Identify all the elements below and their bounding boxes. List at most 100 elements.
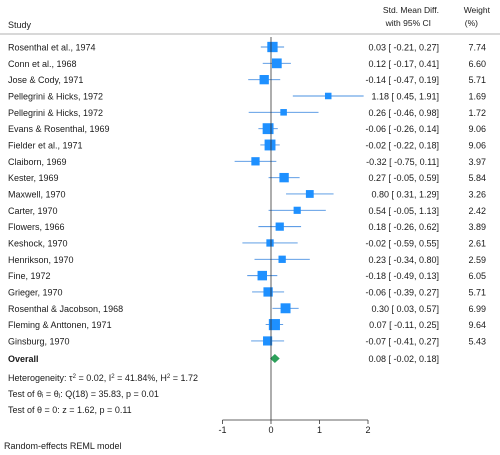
- effect-header-line2: with 95% CI: [385, 18, 431, 28]
- weight-value: 6.99: [468, 304, 486, 314]
- ci-text: 0.27 [ -0.05, 0.59]: [368, 173, 439, 183]
- ci-text: -0.14 [ -0.47, 0.19]: [365, 75, 439, 85]
- i2-value: = 41.84%, H: [115, 373, 167, 383]
- x-tick-label: -1: [218, 425, 226, 435]
- ci-text: 0.26 [ -0.46, 0.98]: [368, 108, 439, 118]
- weight-value: 9.06: [468, 124, 486, 134]
- effect-marker: [280, 303, 291, 314]
- ci-text: -0.18 [ -0.49, 0.13]: [365, 271, 439, 281]
- ci-text: 0.30 [ 0.03, 0.57]: [371, 304, 439, 314]
- ci-text: -0.06 [ -0.26, 0.14]: [365, 124, 439, 134]
- weight-value: 5.43: [468, 336, 486, 346]
- ci-text: -0.02 [ -0.22, 0.18]: [365, 140, 439, 150]
- study-name: Claiborn, 1969: [8, 157, 67, 167]
- study-name: Evans & Rosenthal, 1969: [8, 124, 110, 134]
- weight-value: 3.89: [468, 222, 486, 232]
- weight-value: 7.74: [468, 43, 486, 53]
- weight-value: 2.59: [468, 255, 486, 265]
- study-name: Kester, 1969: [8, 173, 59, 183]
- study-row: Ginsburg, 1970 -0.07 [ -0.41, 0.27] 5.43: [8, 336, 486, 346]
- study-name: Fielder et al., 1971: [8, 140, 83, 150]
- effect-marker: [267, 41, 278, 53]
- study-row: Conn et al., 1968 0.12 [ -0.17, 0.41] 6.60: [8, 58, 486, 69]
- ci-text: 0.12 [ -0.17, 0.41]: [368, 59, 439, 69]
- model-footnote: Random-effects REML model: [4, 441, 122, 451]
- effect-marker: [257, 270, 268, 281]
- effect-marker: [266, 239, 274, 247]
- study-row: Keshock, 1970 -0.02 [ -0.59, 0.55] 2.61: [8, 238, 486, 248]
- i2-sup: 2: [111, 374, 115, 380]
- ci-text: 0.07 [ -0.11, 0.25]: [369, 320, 439, 330]
- study-row: Jose & Cody, 1971 -0.14 [ -0.47, 0.19] 5.7…: [8, 75, 486, 85]
- study-row: Fleming & Anttonen, 1971 0.07 [ -0.11, 0.…: [8, 319, 486, 331]
- study-name: Henrikson, 1970: [8, 255, 74, 265]
- ci-text: -0.06 [ -0.39, 0.27]: [365, 287, 439, 297]
- study-row: Pellegrini & Hicks, 1972 1.18 [ 0.45, 1.9…: [8, 91, 486, 101]
- tau-sup: 2: [73, 374, 77, 380]
- weight-value: 9.64: [468, 320, 486, 330]
- tau-symbol: τ: [69, 373, 73, 383]
- study-row: Kester, 1969 0.27 [ -0.05, 0.59] 5.84: [8, 172, 486, 183]
- heterogeneity-prefix: Heterogeneity:: [8, 373, 69, 383]
- effect-header-line1: Std. Mean Diff.: [383, 5, 439, 15]
- effect-marker: [263, 287, 273, 297]
- weight-value: 5.84: [468, 173, 486, 183]
- effect-marker: [262, 123, 274, 135]
- effect-marker: [280, 109, 287, 116]
- weight-value: 6.60: [468, 59, 486, 69]
- effect-marker: [293, 206, 301, 214]
- study-name: Fine, 1972: [8, 271, 51, 281]
- study-row: Rosenthal & Jacobson, 1968 0.30 [ 0.03, 0…: [8, 303, 486, 314]
- x-tick-label: 0: [268, 425, 273, 435]
- study-name: Conn et al., 1968: [8, 59, 77, 69]
- weight-value: 5.71: [468, 287, 486, 297]
- ci-text: 0.54 [ -0.05, 1.13]: [368, 206, 439, 216]
- x-axis-ticks: -1 0 1 2: [218, 420, 371, 435]
- ci-text: -0.32 [ -0.75, 0.11]: [366, 157, 439, 167]
- weight-value: 2.61: [468, 238, 486, 248]
- study-name: Carter, 1970: [8, 206, 58, 216]
- study-rows: Rosenthal et al., 1974 0.03 [ -0.21, 0.27…: [8, 41, 486, 346]
- study-name: Grieger, 1970: [8, 287, 63, 297]
- weight-value: 9.06: [468, 140, 486, 150]
- weight-value: 1.69: [468, 91, 486, 101]
- h2-value: = 1.72: [170, 373, 198, 383]
- study-name: Flowers, 1966: [8, 222, 65, 232]
- ci-text: 0.18 [ -0.26, 0.62]: [368, 222, 439, 232]
- effect-marker: [324, 92, 332, 100]
- overall-diamond: [270, 354, 280, 363]
- study-name: Rosenthal & Jacobson, 1968: [8, 304, 123, 314]
- study-column-header: Study: [8, 20, 32, 30]
- study-name: Fleming & Anttonen, 1971: [8, 320, 112, 330]
- study-row: Grieger, 1970 -0.06 [ -0.39, 0.27] 5.71: [8, 287, 486, 297]
- study-row: Fielder et al., 1971 -0.02 [ -0.22, 0.18]…: [8, 139, 486, 150]
- ci-text: 0.23 [ -0.34, 0.80]: [368, 255, 439, 265]
- effect-marker: [305, 190, 314, 198]
- weight-value: 6.05: [468, 271, 486, 281]
- study-name: Jose & Cody, 1971: [8, 75, 83, 85]
- study-name: Ginsburg, 1970: [8, 336, 70, 346]
- study-name: Rosenthal et al., 1974: [8, 43, 96, 53]
- overall-label: Overall: [8, 354, 39, 364]
- weight-value: 2.42: [468, 206, 486, 216]
- ci-text: 0.03 [ -0.21, 0.27]: [368, 43, 439, 53]
- effect-marker: [279, 172, 289, 183]
- effect-marker: [259, 75, 269, 85]
- x-tick-label: 2: [365, 425, 370, 435]
- weight-value: 5.71: [468, 75, 486, 85]
- study-row: Pellegrini & Hicks, 1972 0.26 [ -0.46, 0.…: [8, 108, 486, 118]
- h2-sup: 2: [167, 374, 171, 380]
- x-tick-label: 1: [317, 425, 322, 435]
- effect-marker: [271, 58, 282, 69]
- study-row: Maxwell, 1970 0.80 [ 0.31, 1.29] 3.26: [8, 189, 486, 199]
- ci-text: 1.18 [ 0.45, 1.91]: [371, 91, 439, 101]
- study-row: Claiborn, 1969 -0.32 [ -0.75, 0.11] 3.97: [8, 157, 486, 167]
- heterogeneity-text: Heterogeneity: τ2 = 0.02, I2 = 41.84%, H…: [8, 373, 198, 383]
- ci-text: 0.80 [ 0.31, 1.29]: [371, 189, 439, 199]
- effect-marker: [263, 336, 273, 346]
- effect-marker: [275, 222, 284, 231]
- study-name: Pellegrini & Hicks, 1972: [8, 108, 103, 118]
- study-row: Carter, 1970 0.54 [ -0.05, 1.13] 2.42: [8, 206, 486, 216]
- weight-header-line2: (%): [465, 18, 478, 28]
